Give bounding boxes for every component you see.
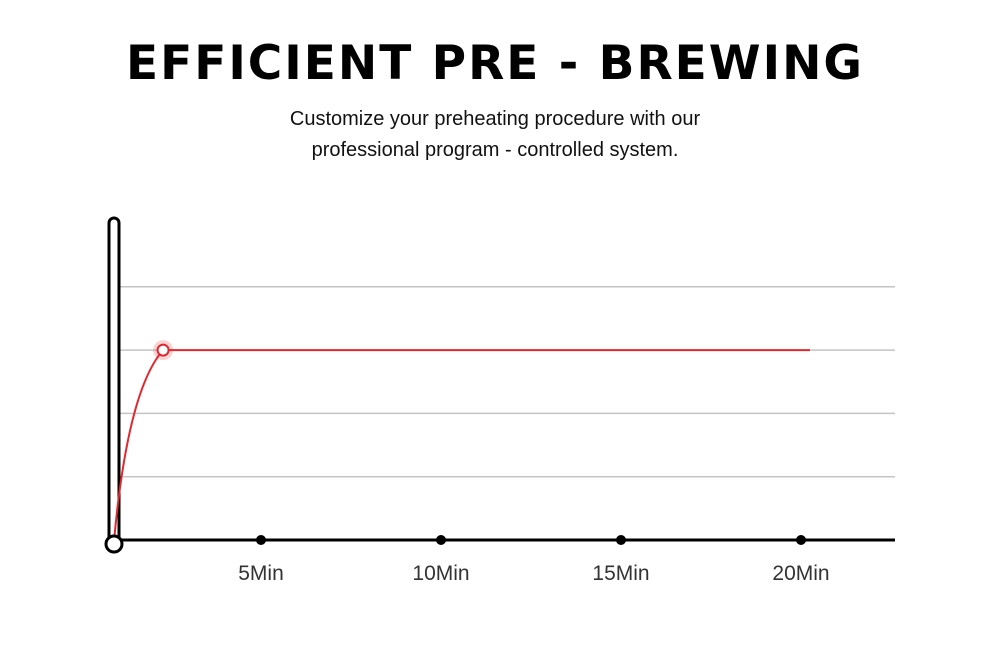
- x-tick-label: 10Min: [412, 562, 469, 585]
- origin-marker: [104, 534, 124, 554]
- y-axis-bar: [107, 216, 121, 544]
- data-point-marker: [156, 343, 170, 357]
- x-tick-dot: [616, 535, 626, 545]
- series-line: [113, 349, 810, 541]
- subtitle-line-2: professional program - controlled system…: [311, 139, 679, 161]
- x-tick-dot: [436, 535, 446, 545]
- subtitle: Customize your preheating procedure with…: [0, 104, 990, 166]
- x-tick-label: 20Min: [772, 562, 829, 585]
- subtitle-line-1: Customize your preheating procedure with…: [289, 108, 701, 130]
- x-tick-dot: [796, 535, 806, 545]
- page-title: EFFICIENT PRE - BREWING: [126, 36, 864, 91]
- x-tick-label: 15Min: [592, 562, 649, 585]
- x-tick-label: 5Min: [238, 562, 284, 585]
- x-tick-dot: [256, 535, 266, 545]
